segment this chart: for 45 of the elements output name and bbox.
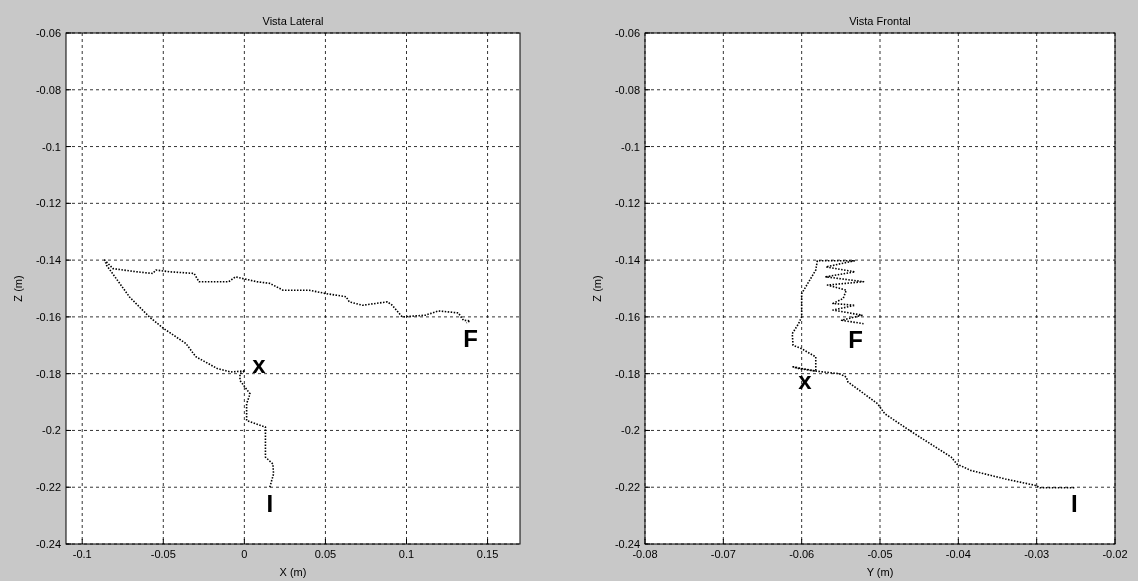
y-tick-label: -0.14 bbox=[35, 254, 61, 267]
x-tick-label: -0.06 bbox=[789, 548, 815, 560]
y-tick-label: -0.2 bbox=[42, 424, 61, 437]
chart-title: Vista Frontal bbox=[849, 15, 911, 27]
y-tick-label: -0.12 bbox=[35, 197, 61, 210]
y-axis-title: Z (m) bbox=[591, 275, 603, 302]
y-tick-label: -0.08 bbox=[614, 83, 640, 96]
y-tick-label: -0.08 bbox=[35, 83, 61, 96]
x-tick-label: -0.05 bbox=[150, 548, 176, 560]
y-tick-label: -0.14 bbox=[614, 254, 640, 267]
y-tick-label: -0.18 bbox=[614, 367, 640, 380]
y-tick-label: -0.2 bbox=[621, 424, 640, 437]
x-tick-label: -0.03 bbox=[1024, 548, 1050, 560]
y-tick-label: -0.16 bbox=[35, 310, 61, 323]
annotation: I bbox=[266, 489, 274, 517]
x-tick-label: -0.07 bbox=[710, 548, 736, 560]
annotation: x bbox=[798, 367, 813, 395]
annotation: I bbox=[1070, 490, 1078, 518]
annotation: x bbox=[252, 351, 267, 379]
x-axis-title: X (m) bbox=[279, 566, 307, 578]
x-tick-label: -0.02 bbox=[1102, 548, 1128, 560]
y-tick-label: -0.12 bbox=[614, 197, 640, 210]
y-axis-title: Z (m) bbox=[12, 275, 24, 302]
annotation: F bbox=[848, 326, 863, 354]
y-tick-label: -0.16 bbox=[614, 310, 640, 323]
x-tick-label: -0.04 bbox=[945, 548, 971, 560]
x-tick-label: 0 bbox=[241, 548, 248, 560]
x-tick-label: -0.1 bbox=[72, 548, 92, 560]
x-tick-label: -0.05 bbox=[867, 548, 893, 560]
annotation: F bbox=[463, 325, 478, 353]
y-tick-label: -0.24 bbox=[35, 538, 61, 550]
x-tick-label: 0.1 bbox=[398, 548, 415, 560]
x-tick-label: 0.15 bbox=[476, 548, 499, 560]
x-tick-label: 0.05 bbox=[314, 548, 337, 560]
y-tick-label: -0.06 bbox=[614, 27, 640, 39]
x-tick-label: -0.08 bbox=[632, 548, 658, 560]
y-tick-label: -0.24 bbox=[614, 538, 640, 550]
chart-title: Vista Lateral bbox=[262, 15, 324, 27]
y-tick-label: -0.06 bbox=[35, 27, 61, 39]
y-tick-label: -0.1 bbox=[42, 140, 61, 153]
x-axis-title: Y (m) bbox=[866, 566, 894, 578]
y-tick-label: -0.1 bbox=[621, 140, 640, 153]
y-tick-label: -0.18 bbox=[35, 367, 61, 380]
y-tick-label: -0.22 bbox=[35, 481, 61, 494]
y-tick-label: -0.22 bbox=[614, 481, 640, 494]
